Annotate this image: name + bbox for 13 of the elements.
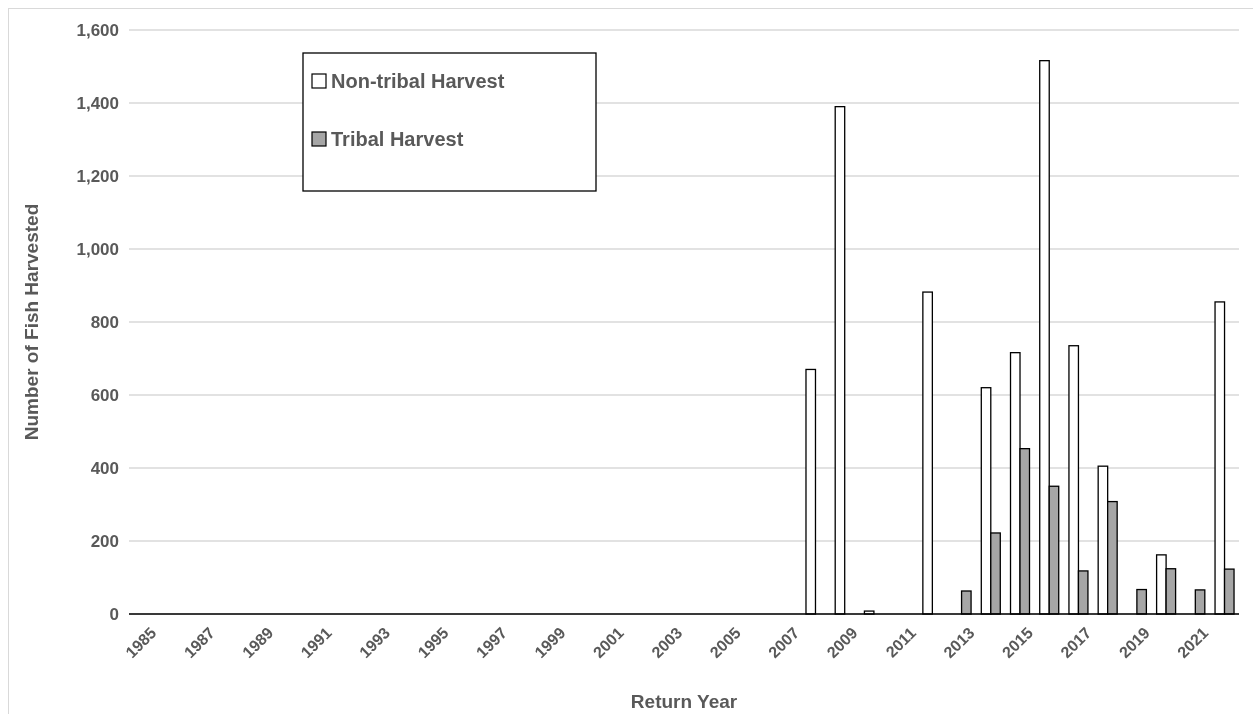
x-axis-title: Return Year [630,691,738,712]
y-tick-label: 1,200 [76,166,119,186]
legend-label: Non-tribal Harvest [331,70,505,92]
y-tick-label: 0 [109,604,119,624]
y-axis-title: Number of Fish Harvested [21,203,42,441]
y-tick-label: 1,000 [76,239,119,259]
y-tick-label: 600 [90,385,119,405]
y-tick-label: 200 [90,531,119,551]
legend-label: Tribal Harvest [331,128,464,150]
y-tick-label: 1,600 [76,20,119,40]
y-tick-label: 1,400 [76,93,119,113]
y-tick-label: 800 [90,312,119,332]
y-tick-label: 400 [90,458,119,478]
